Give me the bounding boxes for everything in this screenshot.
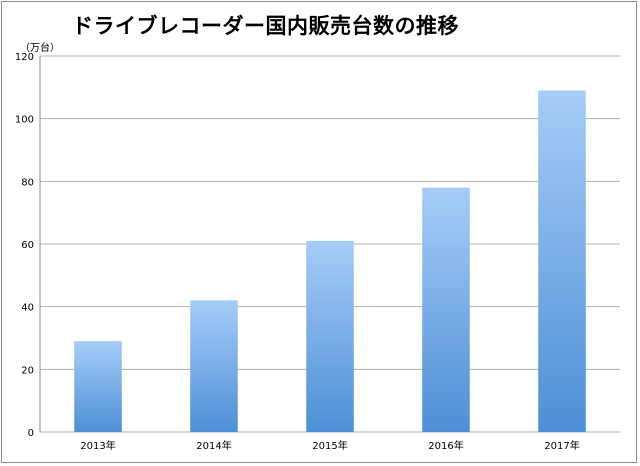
bar-3 [306,240,354,432]
bar-5 [538,90,586,432]
chart-title: ドライブレコーダー国内販売台数の推移 [72,14,459,38]
y-tick-label: 80 [21,177,34,188]
y-axis-unit-label: （万台） [20,43,60,54]
y-tick-label: 40 [21,303,34,314]
y-tick-label: 100 [15,115,34,126]
bar-4 [422,187,470,432]
x-tick-label: 2013年 [80,439,115,452]
y-tick-label: 120 [15,52,34,63]
bar-2 [190,300,238,432]
x-tick-label: 2015年 [312,439,347,452]
y-tick-label: 20 [21,365,34,376]
y-tick-label: 0 [28,428,34,439]
x-tick-label: 2014年 [196,439,231,452]
bar-1 [74,341,122,432]
x-tick-label: 2016年 [428,439,463,452]
y-tick-label: 60 [21,240,34,251]
x-tick-label: 2017年 [544,439,579,452]
